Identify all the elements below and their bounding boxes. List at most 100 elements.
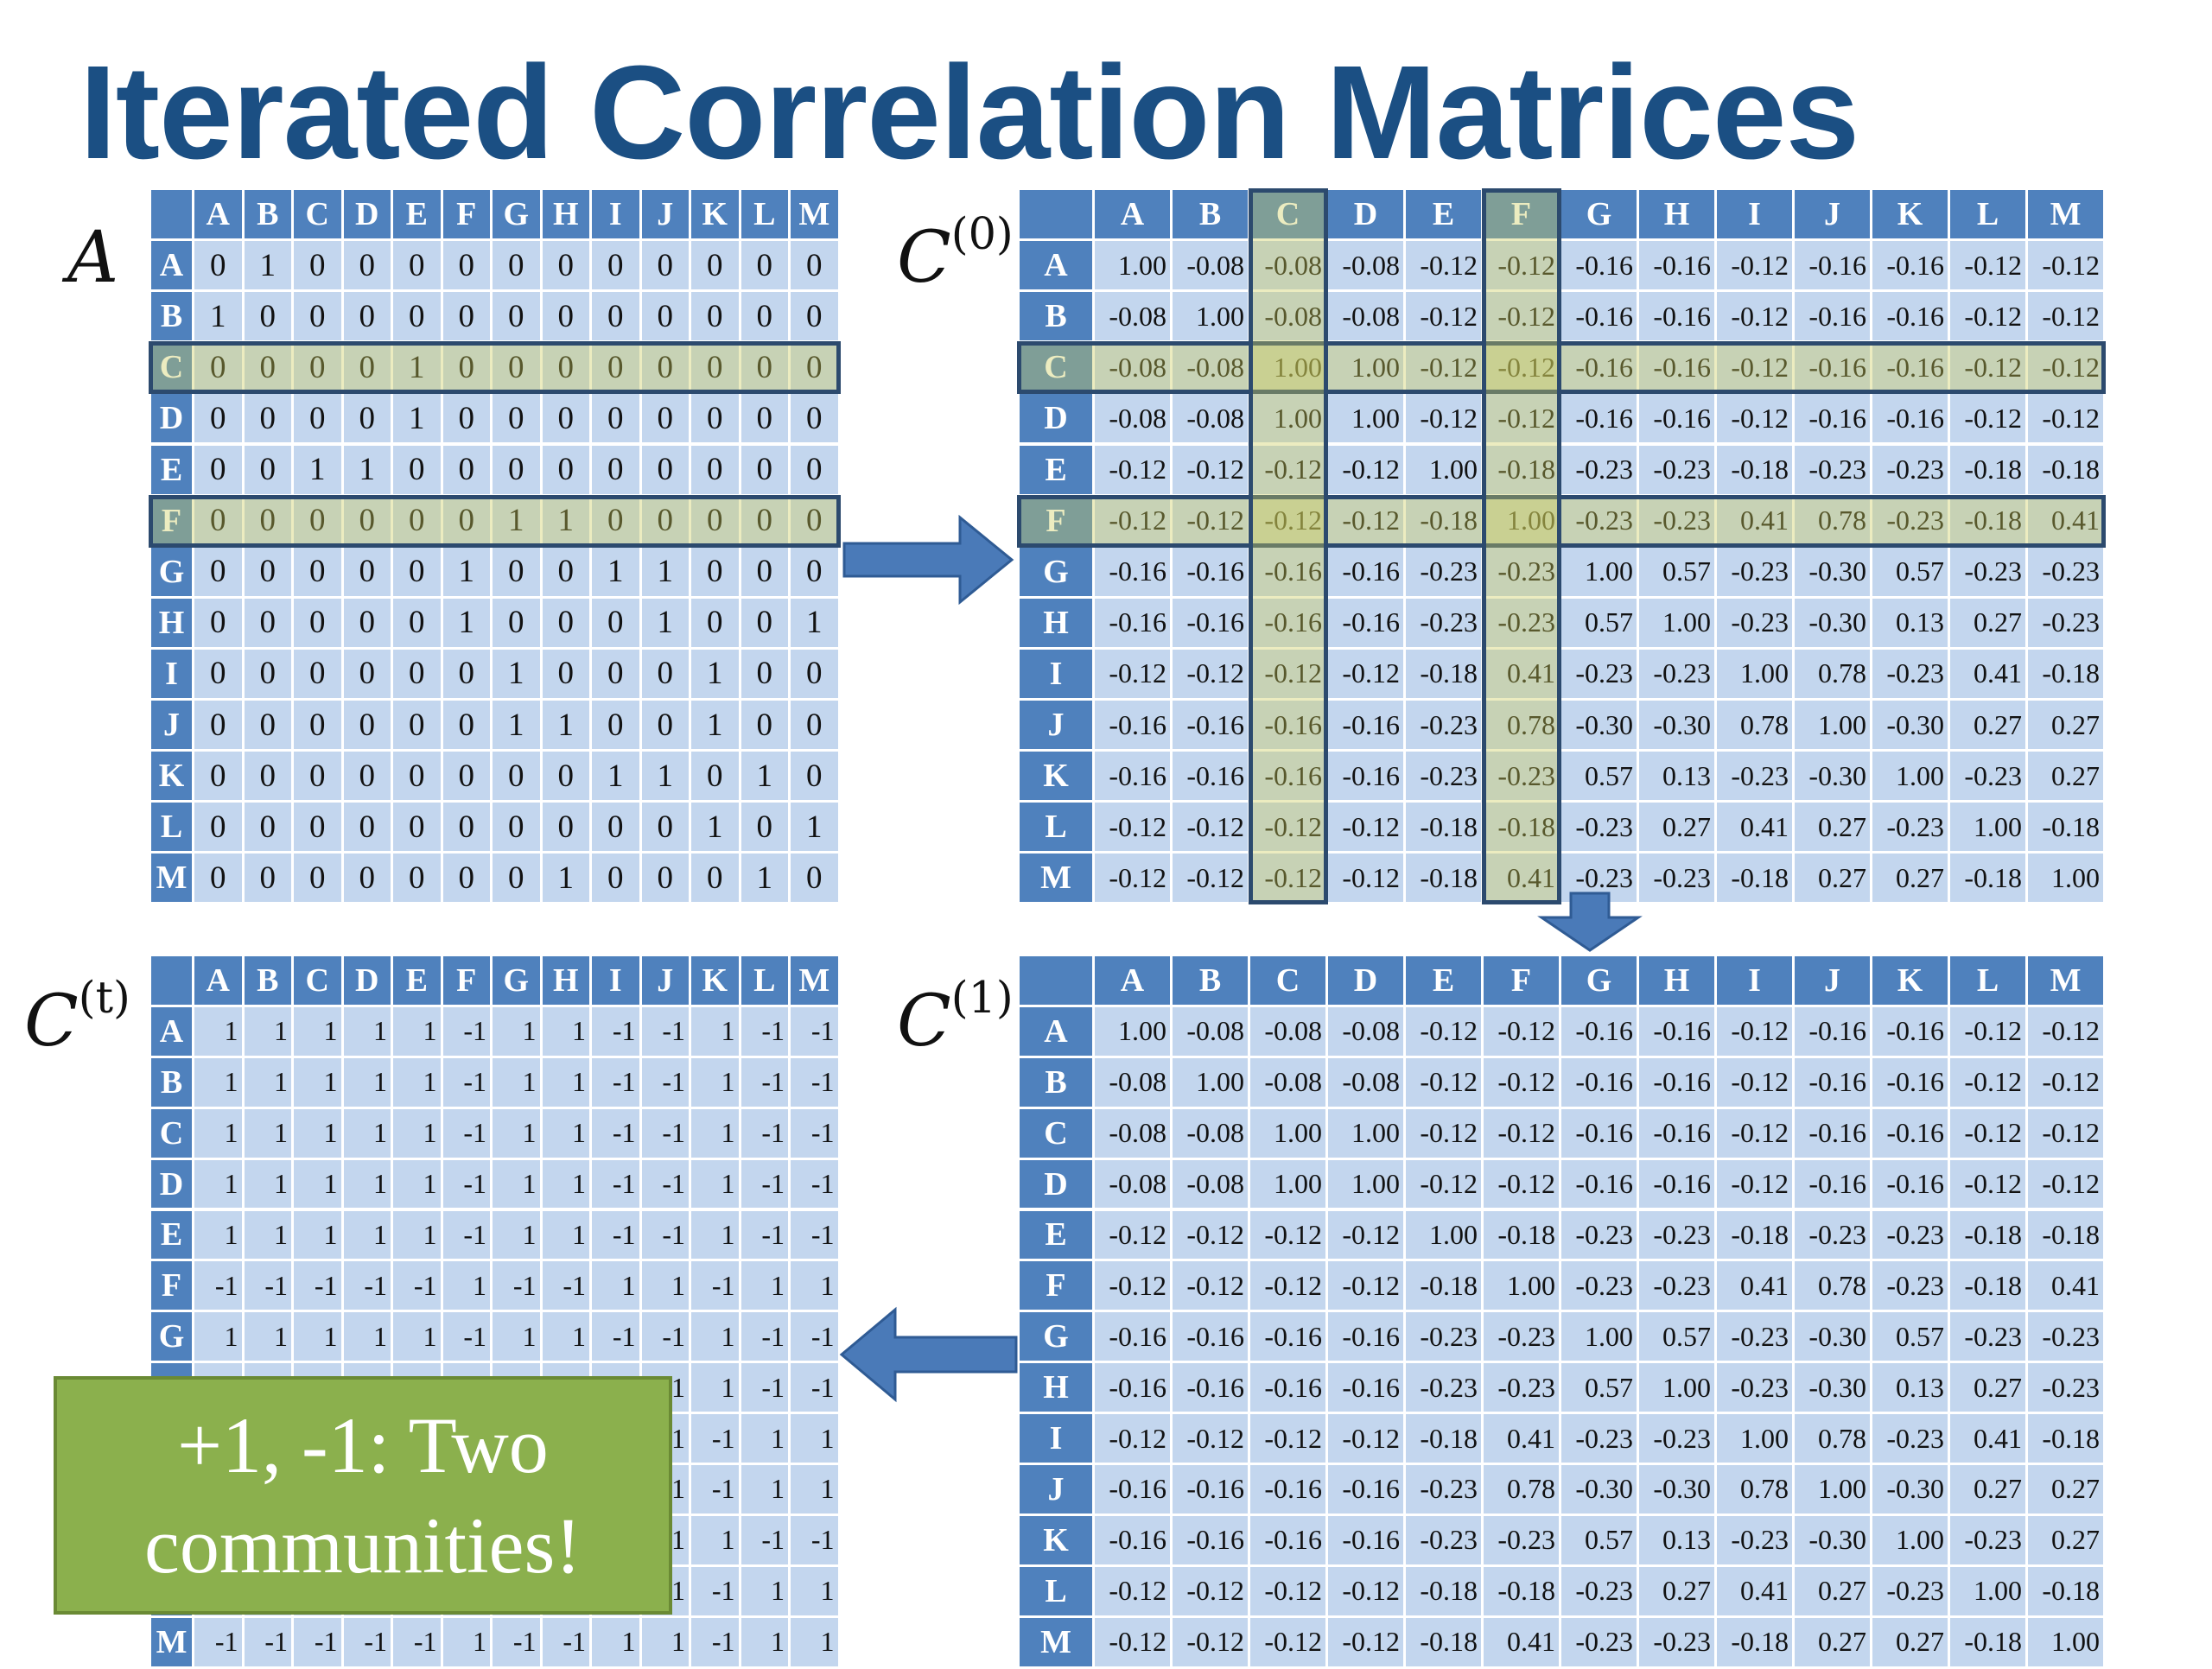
row-header: E [1020,1210,1095,1262]
matrix-cell: -0.12 [1717,292,1795,344]
matrix-cell: 1.00 [1250,1108,1328,1160]
matrix-cell: 1 [244,1159,294,1211]
matrix-cell: 1 [393,1108,443,1160]
matrix-cell: -0.23 [1950,1515,2028,1567]
column-header: J [641,956,691,1007]
row-header: C [151,1108,194,1160]
matrix-cell: -0.12 [1095,1566,1173,1618]
matrix-cell: 1 [741,1617,791,1669]
matrix-cell: -1 [393,1261,443,1313]
row-header: E [1020,445,1095,497]
matrix-cell: -0.16 [1095,1465,1173,1516]
matrix-cell: -1 [741,1363,791,1415]
matrix-cell: 0 [194,649,245,701]
column-header: D [1328,190,1406,242]
matrix-cell: 0 [791,241,841,293]
matrix-cell: 0 [343,701,393,752]
matrix-cell: 0 [244,598,294,650]
matrix-cell: 1 [194,1108,245,1160]
matrix-cell: -0.18 [2028,803,2106,854]
matrix-cell: 1.00 [1406,445,1484,497]
matrix-cell: -0.23 [1484,1515,1561,1567]
matrix-cell: -1 [343,1261,393,1313]
row-header: C [151,343,194,395]
matrix-cell: 0 [442,649,493,701]
matrix-cell: 0 [194,598,245,650]
matrix-cell: -0.18 [1406,1261,1484,1313]
column-header: M [2028,956,2106,1007]
matrix-cell: 1 [493,701,543,752]
matrix-cell: 1 [393,1006,443,1058]
matrix-cell: -0.12 [1406,292,1484,344]
matrix-cell: -0.18 [1950,496,2028,548]
matrix-cell: 1.00 [1484,496,1561,548]
matrix-cell: 1 [194,1057,245,1109]
matrix-cell: 0 [791,752,841,803]
matrix-cell: 1 [493,1006,543,1058]
matrix-cell: -0.12 [2028,1057,2106,1109]
matrix-cell: 0.27 [1795,1617,1872,1669]
matrix-cell: 0.41 [1484,1617,1561,1669]
matrix-cell: 0 [493,394,543,446]
matrix-cell: -0.12 [1950,241,2028,293]
matrix-cell: -0.23 [2028,1312,2106,1364]
matrix-cell: 1 [393,1210,443,1262]
matrix-cell: -1 [442,1057,493,1109]
matrix-cell: 1 [542,701,592,752]
matrix-cell: -1 [641,1057,691,1109]
matrix-cell: -0.12 [1717,1159,1795,1211]
matrix-cell: -0.12 [1950,1057,2028,1109]
matrix-cell: 1 [542,1159,592,1211]
matrix-cell: -0.30 [1795,547,1872,599]
matrix-cell: 0 [393,752,443,803]
column-header: B [244,956,294,1007]
column-header: J [641,190,691,242]
matrix-cell: -0.12 [1484,1159,1561,1211]
matrix-cell: -0.12 [1095,854,1173,905]
matrix-cell: -0.18 [2028,1566,2106,1618]
matrix-cell: 0.57 [1872,1312,1950,1364]
matrix-cell: 1 [393,1057,443,1109]
column-header: B [244,190,294,242]
matrix-cell: 0 [691,394,741,446]
matrix-cell: 0 [542,241,592,293]
matrix-cell: -1 [442,1312,493,1364]
matrix-cell: -0.12 [1950,394,2028,446]
matrix-cell: -0.12 [1406,1108,1484,1160]
matrix-cell: 0.78 [1484,701,1561,752]
matrix-cell: 1.00 [1795,1465,1872,1516]
matrix-cell: -1 [741,1312,791,1364]
matrix-cell: 0 [691,598,741,650]
matrix-cell: -0.16 [1561,1057,1639,1109]
column-header: B [1173,956,1250,1007]
column-header: G [1561,956,1639,1007]
matrix-cell: -0.23 [1484,598,1561,650]
column-header: C [294,190,344,242]
matrix-cell: -0.23 [1717,1363,1795,1415]
matrix-cell: -0.12 [1406,1006,1484,1058]
row-header: K [151,752,194,803]
matrix-cell: -1 [542,1617,592,1669]
arrow-down-icon [1537,892,1643,952]
matrix-cell: 1 [294,1057,344,1109]
matrix-cell: -0.18 [1950,445,2028,497]
matrix-cell: 0 [791,854,841,905]
matrix-cell: 1 [343,1057,393,1109]
column-header: F [442,190,493,242]
matrix-cell: -1 [791,1363,841,1415]
matrix-cell: -0.30 [1872,1465,1950,1516]
matrix-cell: 1 [691,701,741,752]
matrix-cell: 0.27 [1639,803,1717,854]
matrix-cell: 1 [542,1006,592,1058]
matrix-cell: -0.23 [1639,854,1717,905]
matrix-cell: 0.13 [1872,598,1950,650]
matrix-cell: -0.12 [1095,803,1173,854]
matrix-cell: 1.00 [2028,854,2106,905]
matrix-cell: -0.12 [1173,445,1250,497]
column-header: K [1872,190,1950,242]
matrix-cell: 0 [741,598,791,650]
matrix-cell: 0 [741,292,791,344]
matrix-cell: 1 [493,1312,543,1364]
column-header: E [1406,956,1484,1007]
matrix-cell: 0 [592,803,642,854]
